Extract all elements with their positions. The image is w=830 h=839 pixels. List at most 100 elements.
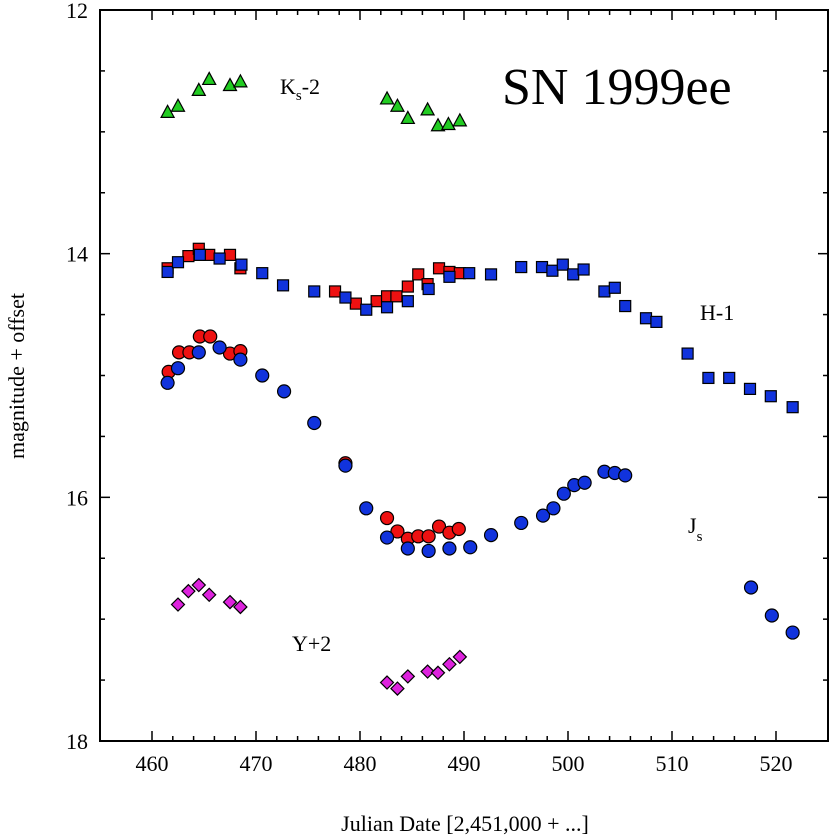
- data-point-circle: [546, 501, 561, 516]
- series-label-ks-tail: -2: [302, 74, 320, 99]
- data-point-square: [515, 260, 528, 274]
- data-point-square: [484, 268, 498, 281]
- data-point-circle: [535, 508, 551, 523]
- series-label-h: H-1: [700, 300, 734, 325]
- data-point-square: [786, 401, 799, 414]
- x-tick-label: 460: [136, 751, 169, 776]
- series-label-ks-main: K: [280, 74, 296, 99]
- data-point-square: [339, 291, 352, 304]
- data-point-circle: [514, 515, 529, 531]
- data-point-square: [432, 262, 446, 275]
- data-point-circle: [431, 519, 447, 534]
- data-point-square: [193, 248, 206, 261]
- data-point-square: [276, 279, 290, 292]
- data-point-circle: [764, 608, 779, 623]
- data-point-diamond: [442, 656, 457, 672]
- data-point-circle: [577, 475, 592, 490]
- plot-frame: [99, 9, 829, 742]
- series-1: [161, 242, 466, 310]
- data-point-triangle: [400, 110, 416, 125]
- data-point-square: [308, 285, 321, 298]
- data-point-circle: [379, 530, 395, 545]
- data-point-square: [213, 252, 226, 265]
- data-point-diamond: [222, 594, 238, 610]
- data-point-square: [650, 315, 663, 328]
- y-tick-label: 16: [66, 485, 88, 510]
- data-point-circle: [421, 543, 436, 559]
- data-point-square: [161, 265, 174, 279]
- data-point-triangle: [389, 97, 405, 112]
- data-point-square: [619, 299, 632, 313]
- series-2: [161, 248, 799, 414]
- data-point-circle: [556, 486, 571, 501]
- data-point-square: [556, 258, 569, 271]
- data-point-square: [546, 264, 559, 277]
- data-marks: [160, 71, 800, 696]
- y-axis-title: magnitude + offset: [4, 293, 29, 459]
- series-label-ks: Ks-2: [280, 74, 320, 104]
- data-point-circle: [421, 529, 436, 544]
- series-label-js-main: J: [688, 513, 697, 538]
- data-point-square: [422, 282, 435, 296]
- data-point-square: [577, 263, 590, 276]
- data-point-square: [370, 295, 383, 308]
- x-tick-label: 480: [344, 751, 377, 776]
- data-point-diamond: [390, 681, 405, 696]
- data-point-circle: [203, 329, 218, 344]
- data-point-circle: [170, 361, 186, 376]
- x-tick-label: 510: [656, 751, 689, 776]
- data-point-square: [328, 285, 342, 298]
- y-tick-label: 18: [66, 729, 88, 754]
- data-point-circle: [255, 368, 270, 383]
- data-point-circle: [451, 521, 466, 537]
- data-point-square: [723, 371, 736, 385]
- data-point-triangle: [201, 71, 217, 86]
- x-axis-title: Julian Date [2,451,000 + ...]: [341, 811, 589, 836]
- data-point-diamond: [400, 669, 416, 684]
- data-point-diamond: [420, 664, 435, 679]
- data-point-circle: [618, 468, 633, 483]
- data-point-circle: [390, 524, 405, 539]
- data-point-square: [443, 270, 456, 283]
- y-tick-label: 12: [66, 0, 88, 23]
- data-point-square: [182, 250, 195, 263]
- data-point-diamond: [430, 665, 446, 681]
- data-point-triangle: [232, 73, 248, 88]
- data-point-circle: [276, 384, 292, 399]
- data-point-diamond: [379, 675, 395, 690]
- x-tick-label: 470: [240, 751, 273, 776]
- x-tick-label: 500: [552, 751, 585, 776]
- data-point-circle: [400, 541, 415, 556]
- data-point-diamond: [201, 587, 217, 603]
- data-point-triangle: [191, 82, 207, 97]
- data-point-square: [401, 280, 414, 293]
- data-point-triangle: [420, 101, 436, 116]
- data-point-square: [256, 267, 269, 280]
- data-point-triangle: [170, 97, 186, 112]
- data-point-diamond: [452, 649, 468, 665]
- chart-title: SN 1999ee: [502, 59, 732, 116]
- data-point-triangle: [452, 112, 468, 127]
- data-point-square: [681, 347, 694, 360]
- data-point-square: [702, 371, 715, 385]
- series-label-js-sub: s: [697, 529, 703, 545]
- data-point-square: [535, 260, 549, 274]
- data-point-circle: [307, 415, 322, 431]
- series-3: [161, 329, 466, 546]
- data-point-circle: [379, 510, 395, 526]
- data-point-diamond: [191, 577, 207, 593]
- data-point-diamond: [170, 597, 186, 612]
- x-tick-label: 490: [448, 751, 481, 776]
- series-5: [170, 577, 468, 696]
- data-point-triangle: [430, 117, 446, 132]
- data-point-circle: [463, 540, 478, 555]
- data-point-square: [390, 290, 403, 303]
- series-label-ks-sub: s: [296, 88, 302, 104]
- data-point-square: [639, 312, 653, 325]
- data-point-square: [401, 295, 414, 308]
- data-point-triangle: [379, 90, 395, 105]
- series-label-js: Js: [688, 513, 703, 545]
- data-point-circle: [359, 501, 374, 516]
- data-point-circle: [212, 340, 227, 355]
